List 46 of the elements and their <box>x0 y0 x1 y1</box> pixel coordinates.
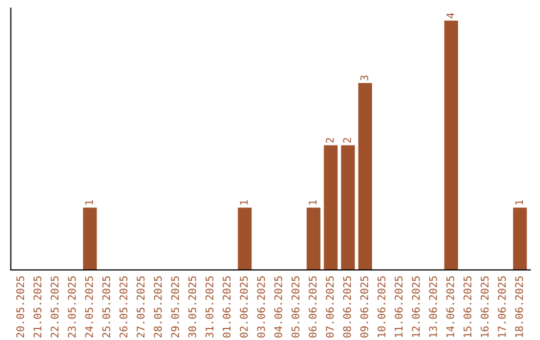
x-tick-label: 21.05.2025 <box>33 276 42 338</box>
data-label: 1 <box>240 200 248 205</box>
x-tick-label: 07.06.2025 <box>326 276 334 338</box>
x-tick-label: 05.06.2025 <box>292 276 300 338</box>
x-tick-label: 10.06.2025 <box>378 276 386 337</box>
x-tick-label: 03.06.2025 <box>257 276 265 338</box>
bar <box>324 145 338 270</box>
bar <box>513 208 527 270</box>
x-tick-label: 06.06.2025 <box>308 276 317 338</box>
x-tick-label: 02.06.2025 <box>240 276 248 338</box>
x-tick-label: 04.06.2025 <box>274 276 282 338</box>
x-tick-label: 30.05.2025 <box>188 276 196 338</box>
data-label: 2 <box>326 138 334 143</box>
x-tick-label: 24.05.2025 <box>85 276 93 338</box>
x-tick-label: 29.05.2025 <box>171 276 179 338</box>
x-tick-label: 13.06.2025 <box>429 276 438 337</box>
x-tick-label: 27.05.2025 <box>136 276 145 338</box>
data-label: 1 <box>308 200 316 205</box>
bar <box>306 208 320 270</box>
data-label: 4 <box>446 12 454 18</box>
bar <box>83 208 97 270</box>
x-tick-label: 20.05.2025 <box>16 276 24 338</box>
data-label: 3 <box>360 76 368 80</box>
x-tick-label: 09.06.2025 <box>360 276 368 338</box>
x-tick-label: 25.05.2025 <box>102 276 110 338</box>
x-tick-label: 12.06.2025 <box>412 276 420 337</box>
bar <box>238 208 252 270</box>
x-tick-label: 22.05.2025 <box>50 276 59 338</box>
x-tick-label: 28.05.2025 <box>154 276 162 338</box>
x-tick-label: 16.06.2025 <box>480 276 489 337</box>
x-tick-label: 31.05.2025 <box>206 276 214 338</box>
x-tick-label: 11.06.2025 <box>394 276 403 337</box>
x-tick-label: 01.06.2025 <box>222 276 231 338</box>
x-tick-label: 18.06.2025 <box>515 276 524 337</box>
data-label: 2 <box>343 138 351 143</box>
x-tick-label: 23.05.2025 <box>68 276 76 338</box>
bar <box>444 20 458 270</box>
x-tick-label: 14.06.2025 <box>446 276 454 337</box>
x-tick-label: 08.06.2025 <box>343 276 351 338</box>
x-tick-label: 15.06.2025 <box>464 276 472 337</box>
data-label: 1 <box>515 200 523 205</box>
x-tick-label: 26.05.2025 <box>120 276 128 338</box>
bar <box>358 82 372 270</box>
bar <box>341 145 355 270</box>
data-label: 1 <box>85 200 93 205</box>
x-tick-label: 17.06.2025 <box>498 276 506 337</box>
